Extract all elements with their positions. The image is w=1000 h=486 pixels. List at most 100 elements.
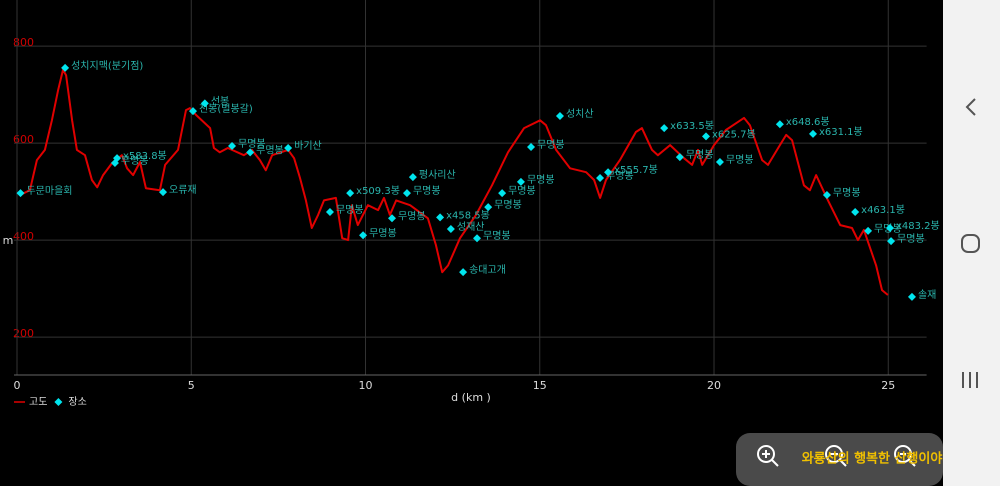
place-label: x555.7봉 [614,164,658,176]
place-marker [555,111,564,120]
place-marker [516,177,525,186]
place-label: x463.1봉 [861,204,905,216]
place-label: x625.7봉 [712,128,756,140]
chart-background [0,0,943,486]
y-tick-label: 200 [13,327,34,340]
place-label: 무명봉 [238,138,266,150]
place-marker [387,214,396,223]
nav-bar [943,0,1000,486]
place-marker [808,129,817,138]
place-marker [402,189,411,198]
x-axis-label: d (km ) [451,391,491,404]
place-marker [459,268,468,277]
place-marker [16,189,25,198]
place-label: x509.3봉 [356,185,400,197]
place-marker [188,107,197,116]
place-marker [284,143,293,152]
elevation-line [19,68,889,296]
place-label: 무명봉 [527,174,555,186]
recents-button[interactable] [962,372,978,388]
place-label: 평사리산 [419,169,456,181]
nav-background [943,0,1000,486]
place-marker [822,191,831,200]
place-label: 무명봉 [897,233,925,245]
place-label: 무명봉 [508,185,536,197]
place-label: 무명봉 [256,144,284,156]
zoom-bar: 와룡산의 행복한 산행이야기 [736,433,954,486]
place-label: x648.6봉 [786,116,830,128]
x-tick-label: 0 [14,379,21,392]
place-label: 성치지맥(분기점) [71,60,143,72]
place-marker [701,132,710,141]
legend-label: 장소 [68,396,86,408]
back-button[interactable] [965,98,976,116]
place-label: 무명봉 [686,149,714,161]
y-axis-label: m [3,234,14,247]
place-label: 무명봉 [369,227,397,239]
place-marker [200,99,209,108]
place-marker [907,292,916,301]
place-label: x458.5봉 [446,209,490,221]
place-label: 천봉(벌봉갈) [199,102,253,115]
place-label: 무명봉 [537,139,565,151]
legend-swatch [54,398,63,406]
place-marker [359,231,368,240]
place-label: 두문마을회 [26,185,72,197]
place-marker [775,120,784,129]
place-marker [864,226,873,235]
place-marker [527,142,536,151]
place-marker [346,189,355,198]
legend-label: 고도 [29,397,47,408]
place-marker [675,153,684,162]
place-marker [408,173,417,182]
place-marker [246,148,255,157]
y-tick-label: 400 [13,230,34,243]
place-label: 무명봉 [726,154,754,166]
place-marker [473,234,482,243]
place-label: 성치산 [566,108,594,120]
place-marker [715,158,724,167]
place-label: 무명봉 [833,187,861,199]
place-label: 솔재 [918,289,936,301]
place-label: 오류재 [169,184,197,196]
x-tick-label: 5 [188,379,195,392]
place-label: 송대고개 [469,264,506,276]
place-label: x483.2봉 [896,220,940,232]
plot: 200 400 600 800 0 5 10 15 20 25 d (km ) m 두문마을회 성치지맥(… [3,0,940,408]
watermark: 와룡산의 행복한 산행이야기 [802,451,955,467]
place-label: x631.1봉 [819,126,863,138]
place-marker [498,189,507,198]
place-label: 무명봉 [494,199,522,211]
x-tick-label: 10 [359,379,373,392]
place-label: x583.8봉 [123,150,167,162]
x-tick-label: 15 [533,379,547,392]
x-tick-label: 25 [881,379,895,392]
place-marker [446,224,455,233]
place-marker [886,224,895,233]
place-marker [596,174,605,183]
place-marker [325,207,334,216]
place-label: x633.5봉 [670,120,714,132]
place-marker [851,207,860,216]
home-button[interactable] [961,234,980,253]
zoom-out-button[interactable] [825,445,847,467]
place-marker [887,237,896,246]
place-label: 성재산 [457,221,485,233]
place-marker [660,124,669,133]
place-label: 무명봉 [398,210,426,222]
place-marker [484,203,493,212]
place-marker [113,154,122,163]
place-marker [61,63,70,72]
place-label: 선봉 [211,95,229,107]
place-marker [228,142,237,151]
y-tick-label: 800 [13,36,34,49]
zoom-in-button[interactable] [757,445,779,467]
x-tick-label: 20 [707,379,721,392]
place-marker [436,213,445,222]
place-label: 무명봉 [483,230,511,242]
place-marker [604,168,613,177]
zoom-reset-button[interactable] [894,445,916,467]
place-label: 무명봉 [606,170,634,182]
place-label: 바기산 [294,140,322,152]
